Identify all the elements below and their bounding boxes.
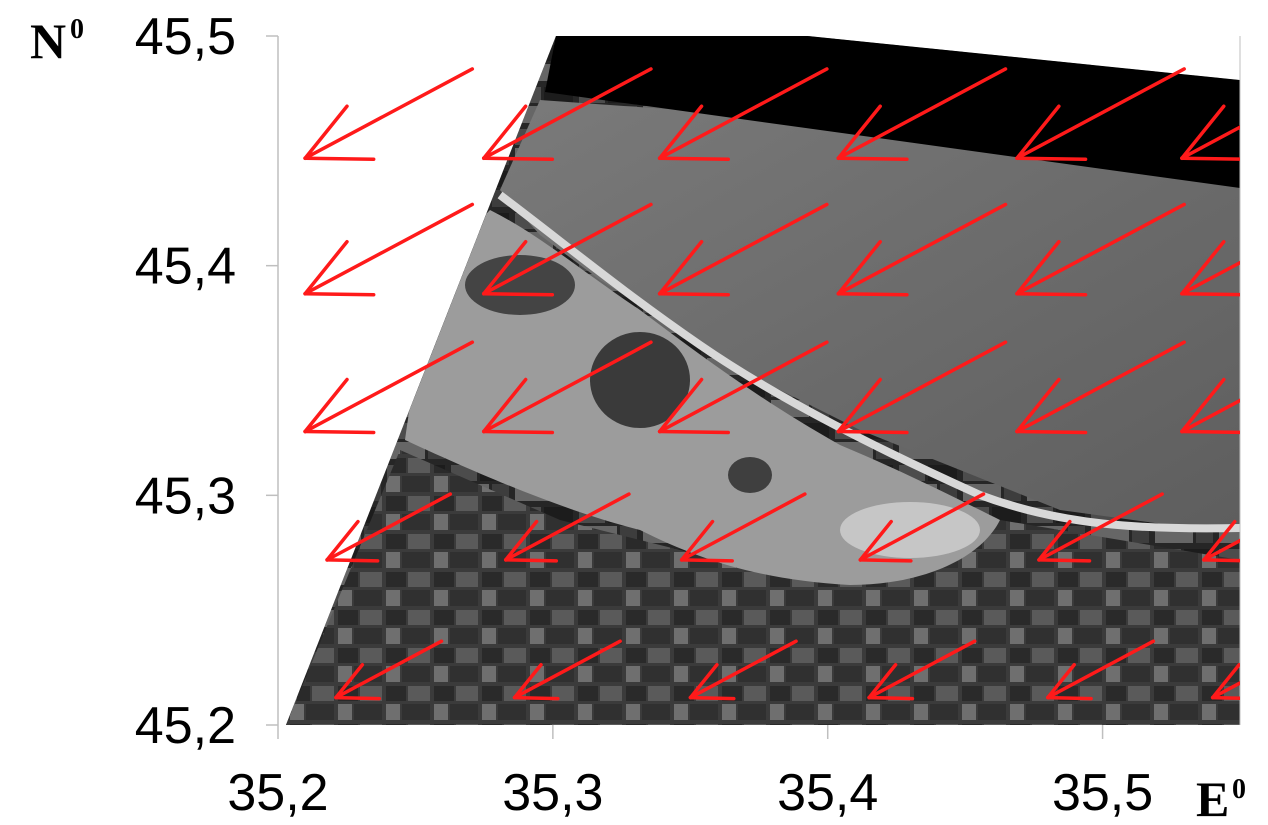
vector-arrow [657, 340, 829, 435]
vector-arrow [657, 67, 829, 161]
vector-arrow [688, 639, 798, 701]
lagoon-dark-patch [728, 457, 772, 493]
vector-arrow [1015, 202, 1186, 297]
vector-arrow [858, 492, 986, 563]
vector-arrow [836, 67, 1008, 161]
y-tick-label: 45,4 [135, 238, 236, 296]
x-tick-label: 35,3 [502, 764, 603, 822]
vector-arrow [1202, 519, 1240, 563]
vector-arrow [867, 639, 977, 701]
agricultural-fields [286, 450, 1240, 725]
vector-arrow [1180, 104, 1240, 161]
vector-arrow [836, 340, 1008, 435]
vector-arrow [303, 340, 475, 435]
vector-field [303, 67, 1240, 701]
x-tick-label: 35,5 [1052, 764, 1153, 822]
vector-arrow [504, 492, 631, 563]
vector-arrow [1037, 492, 1164, 563]
x-axis-ticks: 35,2 35,3 35,4 35,5 [227, 725, 1153, 822]
x-axis-unit: E [1196, 771, 1229, 825]
vector-arrow [1015, 340, 1186, 435]
vector-arrow [482, 340, 653, 435]
vector-arrow [512, 639, 622, 701]
y-axis-ticks: 45,2 45,3 45,4 45,5 [135, 8, 278, 755]
vector-arrow [1015, 67, 1186, 161]
vector-arrow [836, 202, 1008, 297]
vector-arrow [303, 202, 475, 297]
vector-arrow [657, 202, 829, 297]
vector-arrow [1046, 639, 1156, 701]
no-data-band [545, 36, 1240, 188]
vector-arrow [325, 492, 453, 563]
y-tick-label: 45,2 [135, 697, 236, 755]
y-tick-label: 45,5 [135, 8, 236, 66]
y-axis-unit: N [30, 13, 66, 69]
vector-arrow [303, 67, 475, 161]
lagoon-light-patch [840, 502, 980, 558]
vector-arrow [482, 67, 653, 161]
y-tick-label: 45,3 [135, 467, 236, 525]
x-tick-label: 35,2 [227, 764, 328, 822]
y-axis-unit-superscript: 0 [70, 14, 84, 45]
vector-arrow [482, 202, 653, 297]
vector-arrow [1180, 239, 1240, 297]
satellite-image [286, 36, 1240, 725]
x-axis-unit-superscript: 0 [1232, 774, 1246, 805]
vector-arrow [1180, 377, 1240, 435]
x-tick-label: 35,4 [777, 764, 878, 822]
vector-arrow [1210, 662, 1240, 700]
vector-arrow [679, 492, 807, 563]
vector-arrow [334, 639, 444, 701]
lagoon-dark-patch [590, 332, 690, 428]
sea-area [500, 100, 1240, 530]
lagoon-dark-patch [465, 255, 575, 315]
